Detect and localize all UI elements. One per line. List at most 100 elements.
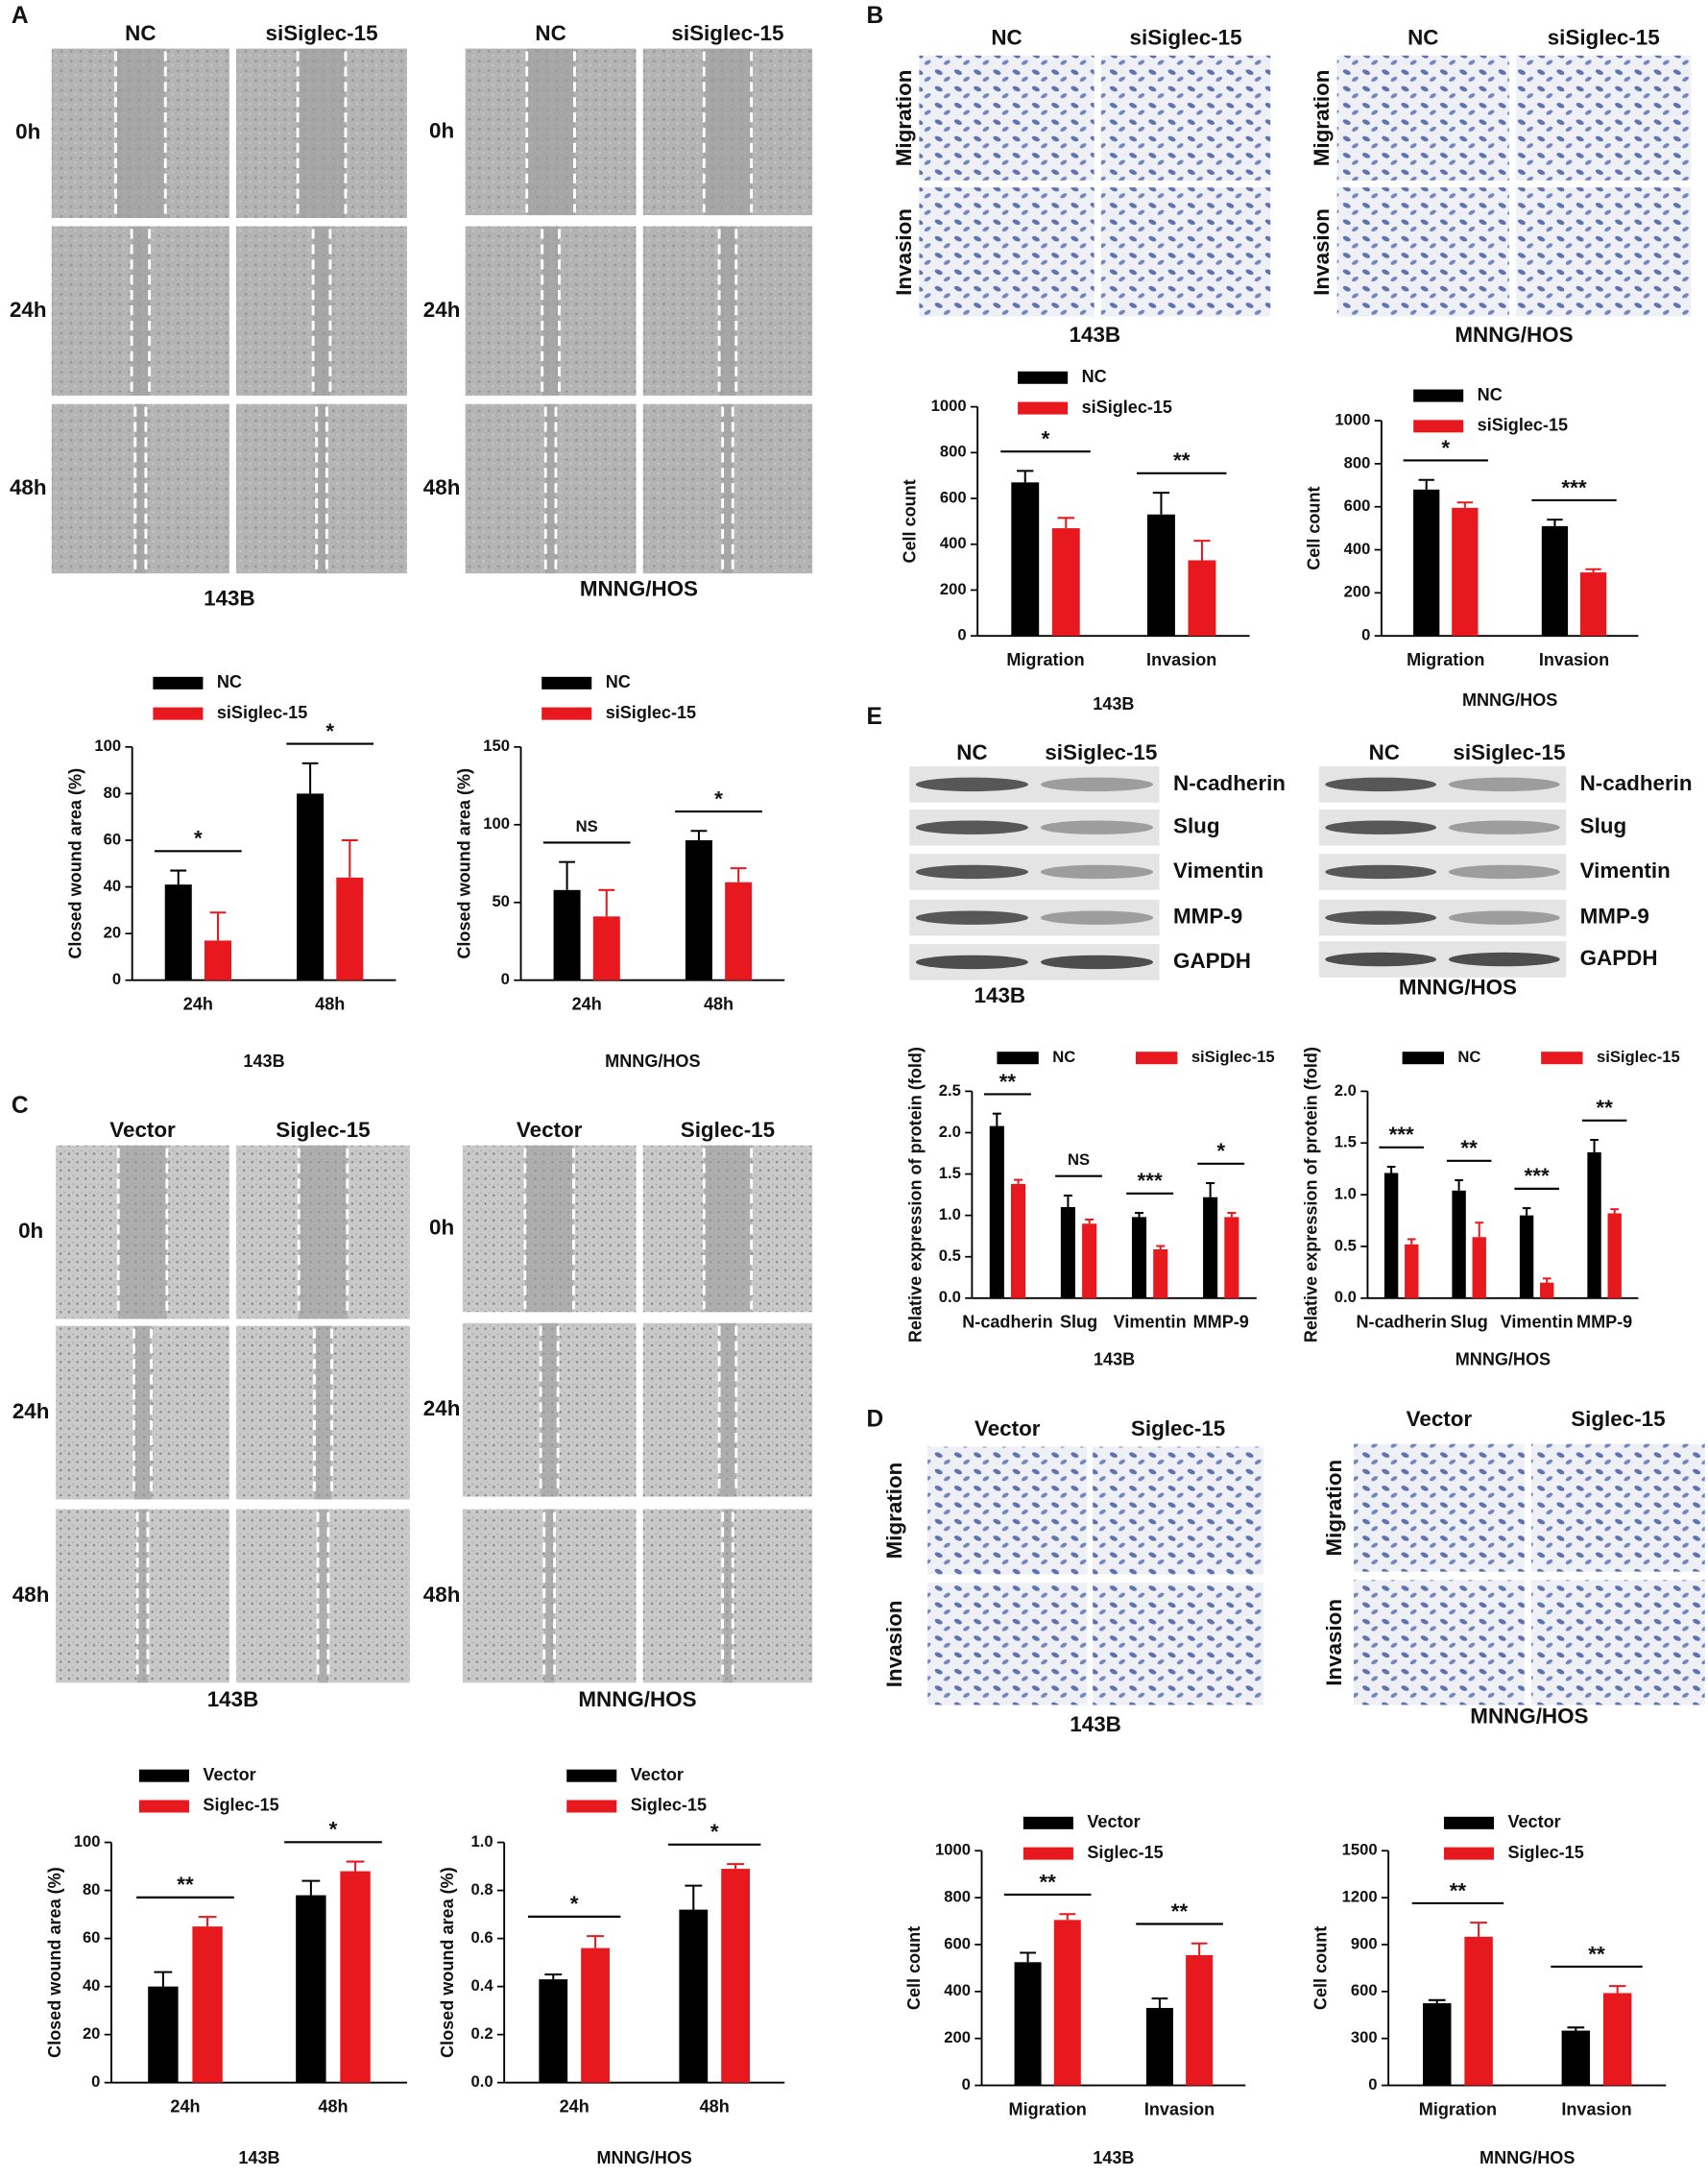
micrograph bbox=[1336, 187, 1509, 317]
x-tick-label: Migration bbox=[1006, 650, 1084, 669]
y-tick-label: 0.5 bbox=[1335, 1236, 1357, 1254]
column-header: siSiglec-15 bbox=[1130, 25, 1242, 49]
column-header: Siglec-15 bbox=[276, 1118, 370, 1142]
row-label: 24h bbox=[10, 298, 47, 322]
y-tick-label: 150 bbox=[483, 737, 510, 755]
wound-gap bbox=[719, 1322, 736, 1497]
image-caption: 143B bbox=[207, 1687, 259, 1711]
legend-label: siSiglec-15 bbox=[1597, 1048, 1680, 1066]
bar bbox=[592, 916, 620, 980]
legend-swatch bbox=[1018, 371, 1069, 384]
legend-label: NC bbox=[1052, 1048, 1075, 1066]
y-axis-label: Cell count bbox=[1311, 1926, 1330, 2010]
bar bbox=[1464, 1936, 1493, 2086]
legend-label: Vector bbox=[203, 1765, 255, 1784]
row-label: 48h bbox=[10, 475, 47, 499]
wound-gap bbox=[134, 403, 146, 574]
y-tick-label: 600 bbox=[940, 488, 967, 506]
image-caption: MNNG/HOS bbox=[1470, 1704, 1588, 1728]
y-tick-label: 80 bbox=[83, 1880, 100, 1899]
bar bbox=[1014, 1962, 1042, 2086]
column-header: Vector bbox=[517, 1118, 583, 1142]
row-label: Migration bbox=[892, 70, 916, 167]
bar bbox=[1540, 1282, 1554, 1298]
bar bbox=[336, 877, 364, 980]
x-tick-label: 24h bbox=[170, 2096, 200, 2116]
protein-label: MMP-9 bbox=[1173, 905, 1242, 929]
y-axis-label: Cell count bbox=[901, 479, 920, 563]
wound-gap bbox=[541, 226, 560, 397]
y-tick-label: 1.5 bbox=[1335, 1133, 1357, 1151]
micrograph bbox=[1531, 1443, 1705, 1572]
protein-label: Slug bbox=[1173, 814, 1220, 838]
y-tick-label: 0.6 bbox=[471, 1928, 493, 1947]
bar bbox=[679, 1909, 709, 2083]
blot-header: siSiglec-15 bbox=[1045, 740, 1157, 764]
row-label: Invasion bbox=[892, 208, 916, 296]
wound-gap bbox=[318, 1509, 328, 1683]
blot-band bbox=[915, 955, 1028, 970]
blot-band bbox=[1325, 864, 1437, 880]
y-tick-label: 0.4 bbox=[471, 1976, 494, 1995]
bar bbox=[685, 839, 712, 980]
y-tick-label: 0 bbox=[962, 2075, 971, 2093]
significance-label: ** bbox=[1460, 1136, 1478, 1160]
y-tick-label: 40 bbox=[83, 1976, 100, 1995]
y-tick-label: 400 bbox=[940, 534, 967, 552]
legend-swatch bbox=[1022, 1816, 1073, 1829]
image-caption: 143B bbox=[1070, 1712, 1121, 1736]
micrograph bbox=[1353, 1580, 1525, 1705]
y-tick-label: 1.5 bbox=[939, 1164, 961, 1182]
panel-letter: C bbox=[12, 1093, 29, 1119]
significance-label: ** bbox=[1588, 1942, 1605, 1966]
significance-label: * bbox=[1216, 1139, 1225, 1163]
column-header: Siglec-15 bbox=[1571, 1407, 1665, 1431]
row-label: 48h bbox=[12, 1583, 50, 1607]
bar bbox=[1203, 1197, 1218, 1298]
bar bbox=[1602, 1993, 1632, 2086]
x-tick-label: 48h bbox=[318, 2096, 348, 2116]
protein-label: Slug bbox=[1580, 814, 1627, 838]
y-tick-label: 600 bbox=[1351, 1981, 1378, 1999]
bar bbox=[1188, 560, 1216, 637]
bar bbox=[1051, 528, 1080, 637]
significance-label: ** bbox=[1171, 1899, 1189, 1923]
x-tick-label: Invasion bbox=[1146, 650, 1216, 669]
bar bbox=[1607, 1213, 1622, 1298]
row-label: Invasion bbox=[1310, 208, 1334, 296]
x-tick-label: MMP-9 bbox=[1576, 1313, 1632, 1332]
row-label: 0h bbox=[429, 118, 454, 142]
legend-label: siSiglec-15 bbox=[1191, 1048, 1275, 1066]
row-label: 24h bbox=[12, 1399, 50, 1423]
legend-swatch bbox=[1413, 420, 1464, 433]
protein-label: Vimentin bbox=[1580, 859, 1671, 883]
y-tick-label: 0.0 bbox=[939, 1288, 961, 1306]
micrograph bbox=[1516, 187, 1692, 317]
wound-gap bbox=[526, 48, 575, 216]
bar bbox=[1060, 1207, 1075, 1298]
bar bbox=[1405, 1244, 1419, 1298]
x-tick-label: Slug bbox=[1451, 1313, 1488, 1332]
blot-band bbox=[1040, 955, 1154, 970]
y-tick-label: 1000 bbox=[1335, 410, 1370, 428]
bar bbox=[204, 940, 231, 980]
significance-label: *** bbox=[1561, 475, 1586, 499]
bar bbox=[721, 1869, 750, 2083]
blot-band bbox=[915, 910, 1028, 925]
blot-band bbox=[915, 820, 1028, 835]
blot-caption: MNNG/HOS bbox=[1399, 975, 1517, 999]
micrograph bbox=[927, 1583, 1088, 1705]
y-tick-label: 0 bbox=[501, 970, 510, 988]
bar bbox=[296, 1895, 326, 2083]
x-tick-label: Migration bbox=[1419, 2099, 1497, 2118]
x-tick-label: Invasion bbox=[1144, 2099, 1215, 2118]
legend-label: siSiglec-15 bbox=[1478, 416, 1568, 435]
y-tick-label: 0.0 bbox=[471, 2072, 493, 2091]
y-tick-label: 200 bbox=[944, 2028, 971, 2046]
wound-gap bbox=[314, 1325, 332, 1500]
bar bbox=[1010, 1183, 1026, 1298]
wound-gap bbox=[524, 1145, 574, 1313]
micrograph bbox=[927, 1446, 1088, 1575]
bar bbox=[1561, 2030, 1591, 2086]
y-tick-label: 400 bbox=[944, 1981, 971, 1999]
